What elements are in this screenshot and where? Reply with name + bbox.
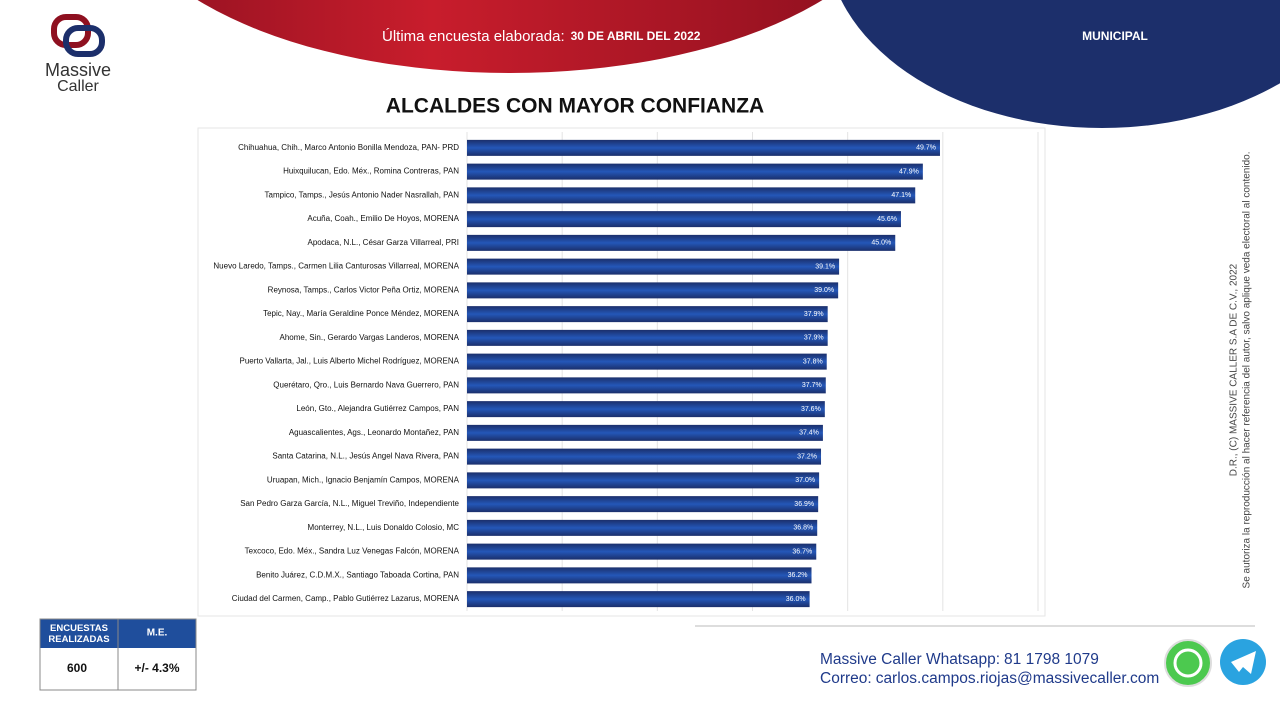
value-label: 37.6% — [801, 406, 821, 413]
contact-label: Massive Caller Whatsapp: — [820, 651, 1000, 668]
contact-whatsapp: Massive Caller Whatsapp: 81 1798 1079 — [820, 651, 1099, 668]
category-label: Santa Catarina, N.L., Jesús Angel Nava R… — [272, 452, 459, 461]
category-label: Uruapan, Mich., Ignacio Benjamín Campos,… — [267, 475, 460, 484]
bar — [467, 472, 820, 489]
category-label: Monterrey, N.L., Luis Donaldo Colosio, M… — [308, 523, 460, 532]
bar — [467, 567, 812, 584]
bar — [467, 306, 828, 323]
value-label: 36.9% — [794, 501, 814, 508]
category-label: Chihuahua, Chih., Marco Antonio Bonilla … — [238, 143, 459, 152]
value-label: 37.8% — [803, 358, 823, 365]
value-label: 39.0% — [814, 287, 834, 294]
bar — [467, 353, 827, 370]
category-label: Huixquilucan, Edo. Méx., Romina Contrera… — [283, 167, 459, 176]
contact-label: Correo: — [820, 670, 872, 687]
contact-mail: Correo: carlos.campos.riojas@massivecalle… — [820, 670, 1159, 687]
category-label: Ahome, Sin., Gerardo Vargas Landeros, MO… — [280, 333, 460, 342]
header-section: MUNICIPAL — [1082, 29, 1148, 43]
plot: Chihuahua, Chih., Marco Antonio Bonilla … — [213, 132, 1039, 611]
header-lead: Última encuesta elaborada: 30 DE ABRIL DE… — [382, 28, 701, 45]
bar — [467, 496, 819, 513]
value-label: 39.1% — [815, 263, 835, 270]
value-label: 47.9% — [899, 168, 919, 175]
category-label: Querétaro, Qro., Luis Bernardo Nava Guer… — [273, 380, 459, 389]
notice-text: D.R., (C) MASSIVE CALLER S.A DE C.V., 20… — [1229, 263, 1240, 476]
category-label: Ciudad del Carmen, Camp., Pablo Gutiérre… — [232, 594, 460, 603]
logo: Massive Caller — [45, 14, 111, 95]
table-header: ENCUESTAS REALIZADAS — [48, 623, 109, 645]
table-header-line: ENCUESTAS — [50, 623, 108, 634]
category-label: Benito Juárez, C.D.M.X., Santiago Taboad… — [256, 570, 459, 579]
category-label: León, Gto., Alejandra Gutiérrez Campos, … — [296, 404, 459, 413]
bar — [467, 234, 896, 251]
category-label: Puerto Vallarta, Jal., Luis Alberto Mich… — [240, 357, 460, 366]
category-label: Tepic, Nay., María Geraldine Ponce Ménde… — [263, 309, 460, 318]
bar — [467, 282, 839, 299]
value-label: 37.4% — [799, 430, 819, 437]
chart-title: ALCALDES CON MAYOR CONFIANZA — [386, 95, 764, 118]
table-header: M.E. — [147, 628, 168, 639]
bar — [467, 163, 923, 180]
table-cell: 600 — [67, 661, 87, 675]
bar — [467, 448, 822, 465]
value-label: 37.0% — [795, 477, 815, 484]
value-label: 45.0% — [871, 240, 891, 247]
category-label: Reynosa, Tamps., Carlos Victor Peña Orti… — [268, 285, 460, 294]
survey-table: ENCUESTAS REALIZADAS M.E. 600 +/- 4.3% — [39, 618, 197, 691]
value-label: 36.8% — [793, 525, 813, 532]
table-header-line: REALIZADAS — [48, 634, 109, 645]
bar — [467, 211, 901, 228]
bar — [467, 377, 826, 394]
value-label: 45.6% — [877, 216, 897, 223]
logo-text: Massive — [45, 60, 111, 80]
bar — [467, 543, 817, 560]
bar — [467, 258, 840, 275]
bar — [467, 401, 825, 418]
header-navy-shape — [841, 0, 1280, 128]
contact-value: carlos.campos.riojas@massivecaller.com — [876, 670, 1160, 687]
logo-bubble-navy — [63, 25, 105, 57]
bar — [467, 139, 940, 156]
bar — [467, 591, 810, 608]
header-red-shape — [197, 0, 823, 73]
category-label: Apodaca, N.L., César Garza Villarreal, P… — [308, 238, 459, 247]
whatsapp-icon[interactable] — [1164, 639, 1212, 687]
category-label: Tampico, Tamps., Jesús Antonio Nader Nas… — [265, 190, 460, 199]
bar — [467, 187, 916, 204]
logo-text: Caller — [57, 78, 99, 95]
value-label: 36.0% — [786, 596, 806, 603]
table-cell: +/- 4.3% — [134, 661, 179, 675]
value-label: 47.1% — [891, 192, 911, 199]
whatsapp-glyph — [1173, 648, 1203, 678]
category-label: Aguascalientes, Ags., Leonardo Montañez,… — [289, 428, 459, 437]
category-label: Texcoco, Edo. Méx., Sandra Luz Venegas F… — [245, 547, 460, 556]
whatsapp-circle — [1164, 639, 1212, 687]
notice-text: Se autoriza la reproducción al hacer ref… — [1242, 152, 1253, 589]
telegram-icon[interactable] — [1220, 639, 1266, 685]
contact-value: 81 1798 1079 — [1004, 651, 1099, 668]
value-label: 37.9% — [804, 311, 824, 318]
value-label: 37.2% — [797, 453, 817, 460]
category-label: San Pedro Garza García, N.L., Miguel Tre… — [240, 499, 459, 508]
bar — [467, 519, 818, 536]
value-label: 36.2% — [788, 572, 808, 579]
value-label: 37.7% — [802, 382, 822, 389]
bar — [467, 424, 823, 441]
telegram-glyph — [1231, 651, 1256, 674]
value-label: 37.9% — [804, 335, 824, 342]
header-date: 30 DE ABRIL DEL 2022 — [571, 29, 701, 43]
category-label: Acuña, Coah., Emilio De Hoyos, MORENA — [307, 214, 459, 223]
category-label: Nuevo Laredo, Tamps., Carmen Lilia Cantu… — [213, 262, 459, 271]
bar — [467, 329, 828, 346]
value-label: 36.7% — [792, 548, 812, 555]
header-lead-text: Última encuesta elaborada: — [382, 28, 565, 45]
value-label: 49.7% — [916, 145, 936, 152]
